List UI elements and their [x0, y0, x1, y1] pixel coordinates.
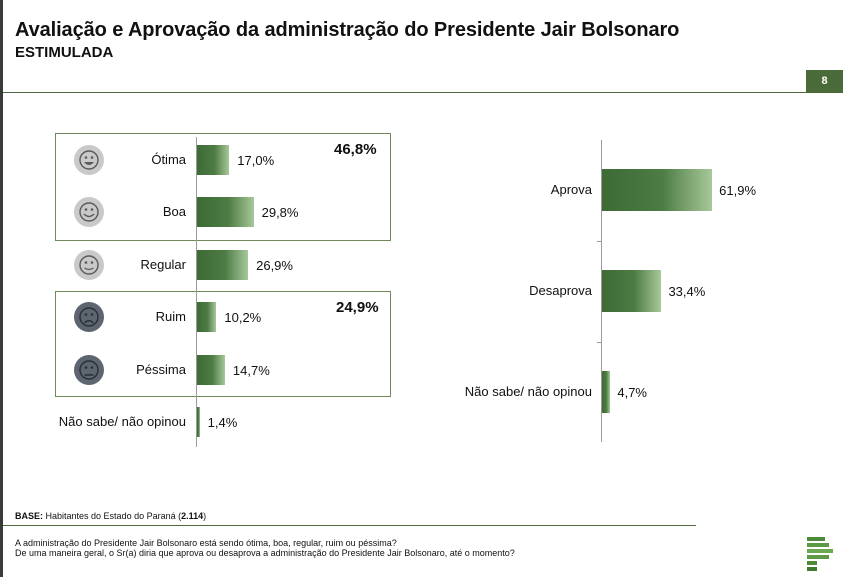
value-label: 10,2%: [224, 310, 262, 326]
value-label: 17,0%: [237, 153, 275, 168]
base-note: BASE: Habitantes do Estado do Paraná (2.…: [15, 511, 207, 521]
left-axis: [196, 137, 197, 447]
page-subtitle: ESTIMULADA: [15, 44, 114, 61]
value-label: 33,4%: [668, 284, 706, 299]
left-border: [0, 0, 3, 577]
positive-total: 46,8%: [334, 141, 377, 158]
value-label: 26,9%: [256, 257, 293, 273]
question-1: A administração do Presidente Jair Bolso…: [15, 538, 397, 548]
right-axis: [601, 140, 602, 442]
value-label: 14,7%: [232, 362, 270, 378]
category-label: Ótima: [151, 152, 186, 167]
value-label: 1,4%: [207, 415, 238, 430]
category-label: Regular: [140, 256, 186, 272]
neutral-face-icon: [74, 249, 104, 280]
very-happy-face-icon: [74, 145, 104, 175]
very-sad-face-icon: [74, 354, 104, 385]
bar-3: [197, 302, 217, 333]
header-rule: [3, 92, 806, 93]
value-label: 61,9%: [719, 183, 757, 198]
bar-5: [197, 407, 200, 437]
category-label: Aprova: [550, 182, 592, 197]
bar-2: [602, 371, 611, 413]
sad-face-icon: [74, 302, 104, 333]
value-label: 4,7%: [617, 385, 647, 400]
axis-tick: [597, 240, 602, 242]
bar-0: [197, 145, 230, 175]
value-label: 29,8%: [261, 205, 299, 221]
logo-icon: [807, 537, 833, 571]
happy-face-icon: [74, 197, 104, 228]
page-title: Avaliação e Aprovação da administração d…: [15, 19, 680, 41]
negative-group-box: [55, 291, 391, 397]
axis-tick: [597, 341, 602, 343]
category-label: Boa: [162, 204, 186, 220]
question-2: De uma maneira geral, o Sr(a) diria que …: [15, 548, 515, 558]
negative-total: 24,9%: [336, 299, 379, 316]
positive-group-box: [55, 133, 391, 241]
category-label: Não sabe/ não opinou: [464, 384, 592, 399]
category-label: Não sabe/ não opinou: [58, 414, 186, 429]
bar-1: [197, 197, 254, 228]
footer-rule: [3, 525, 696, 526]
category-label: Ruim: [155, 309, 186, 325]
bar-4: [197, 354, 225, 385]
category-label: Desaprova: [529, 283, 592, 298]
page-number: 8: [806, 70, 843, 93]
bar-2: [197, 249, 249, 280]
bar-0: [602, 169, 713, 211]
category-label: Péssima: [136, 361, 186, 377]
bar-1: [602, 270, 662, 312]
